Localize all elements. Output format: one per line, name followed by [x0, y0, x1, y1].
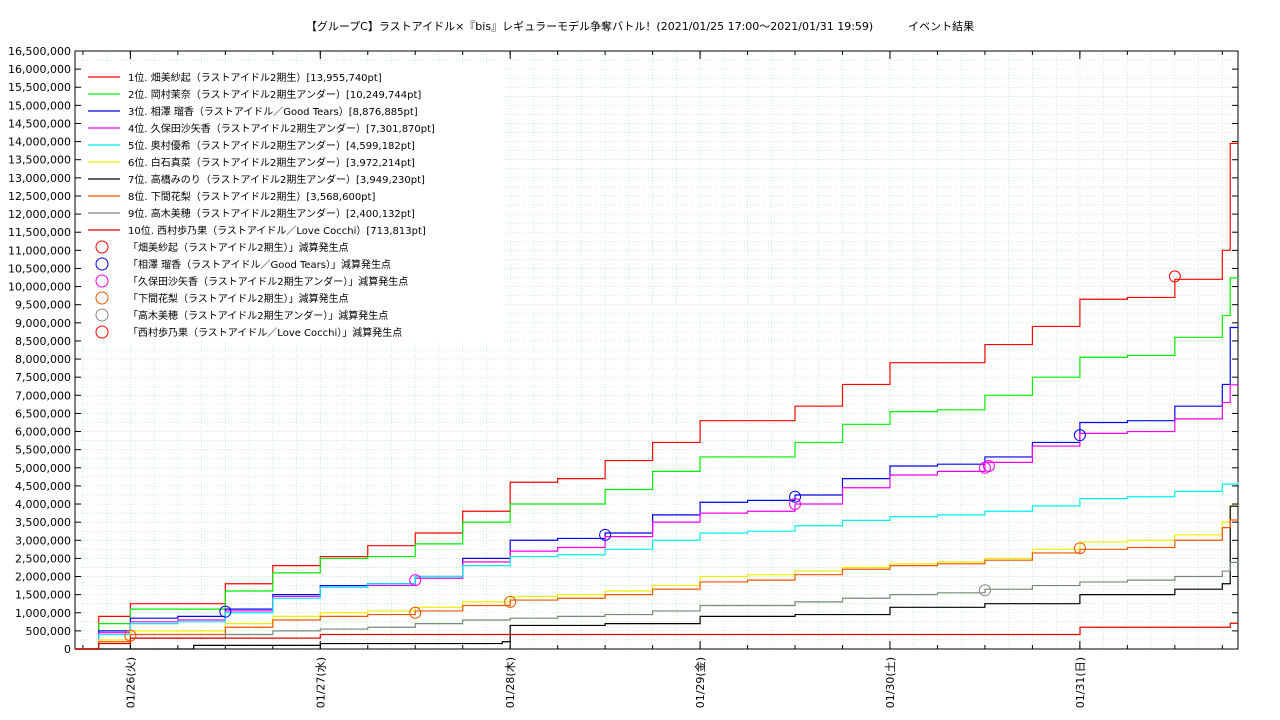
legend-marker-entry: 「高木美穂（ラストアイドル2期生アンダー）」減算発生点 — [128, 309, 388, 322]
y-tick-label: 2,000,000 — [15, 571, 71, 584]
series-line-8 — [75, 519, 1239, 650]
y-tick-label: 12,500,000 — [8, 190, 71, 203]
y-tick-label: 500,000 — [26, 625, 72, 638]
y-tick-label: 12,000,000 — [8, 208, 71, 221]
y-tick-label: 9,000,000 — [15, 317, 71, 330]
y-tick-label: 13,500,000 — [8, 154, 71, 167]
y-tick-label: 15,500,000 — [8, 81, 71, 94]
y-tick-label: 14,500,000 — [8, 117, 71, 130]
legend-box — [82, 65, 502, 342]
y-tick-label: 1,000,000 — [15, 607, 71, 620]
marker-point-5 — [978, 584, 991, 597]
legend-entry: 9位. 高木美穂（ラストアイドル2期生アンダー）[2,400,132pt] — [128, 207, 415, 220]
series-line-7 — [75, 505, 1239, 650]
series-line-5 — [75, 482, 1239, 650]
y-tick-label: 11,500,000 — [8, 226, 71, 239]
legend-marker-swatch — [95, 291, 109, 305]
legend-entry: 4位. 久保田沙矢香（ラストアイドル2期生アンダー）[7,301,870pt] — [128, 122, 435, 135]
legend-entry: 10位. 西村歩乃果（ラストアイドル／Love Cocchi）[713,813p… — [128, 224, 426, 237]
legend-marker-entry: 「畑美紗起（ラストアイドル2期生）」減算発生点 — [128, 241, 349, 254]
y-tick-label: 1,500,000 — [15, 589, 71, 602]
series-line-3 — [75, 326, 1239, 650]
y-tick-label: 16,500,000 — [8, 45, 71, 58]
y-tick-label: 3,500,000 — [15, 516, 71, 529]
marker-point-3 — [982, 459, 995, 472]
y-tick-label: 16,000,000 — [8, 63, 71, 76]
marker-point-4 — [504, 595, 517, 608]
y-tick-label: 2,500,000 — [15, 552, 71, 565]
y-tick-label: 9,500,000 — [15, 299, 71, 312]
x-tick-label: 01/31(日) — [1074, 657, 1087, 708]
x-tick-label: 01/27(水) — [314, 657, 327, 708]
series-line-6 — [75, 505, 1239, 650]
legend-entry: 3位. 相澤 瑠香（ラストアイドル／Good Tears）[8,876,885p… — [128, 105, 418, 118]
y-tick-label: 4,500,000 — [15, 480, 71, 493]
marker-point-4 — [1073, 542, 1086, 555]
legend-marker-entry: 「下間花梨（ラストアイドル2期生）」減算発生点 — [128, 292, 349, 305]
marker-point-2 — [1073, 429, 1086, 442]
y-tick-label: 6,000,000 — [15, 426, 71, 439]
y-tick-label: 13,000,000 — [8, 172, 71, 185]
series-line-2 — [75, 277, 1239, 650]
y-tick-label: 0 — [64, 643, 71, 656]
marker-point-1 — [1168, 270, 1181, 283]
marker-point-2 — [789, 490, 802, 503]
marker-point-4 — [409, 606, 422, 619]
legend-marker-swatch — [95, 257, 109, 271]
y-tick-label: 14,000,000 — [8, 136, 71, 149]
marker-point-2 — [219, 605, 232, 618]
y-tick-label: 8,500,000 — [15, 335, 71, 348]
y-tick-label: 5,000,000 — [15, 462, 71, 475]
legend-entry: 8位. 下間花梨（ラストアイドル2期生）[3,568,600pt] — [128, 190, 375, 203]
legend-entry: 5位. 奥村優希（ラストアイドル2期生アンダー）[4,599,182pt] — [128, 139, 415, 152]
x-tick-label: 01/30(土) — [884, 657, 897, 708]
series-line-9 — [75, 561, 1239, 650]
y-tick-label: 7,000,000 — [15, 389, 71, 402]
marker-point-3 — [789, 498, 802, 511]
legend-entry: 1位. 畑美紗起（ラストアイドル2期生）[13,955,740pt] — [128, 71, 382, 84]
marker-point-4 — [124, 629, 137, 642]
y-tick-label: 5,500,000 — [15, 444, 71, 457]
x-tick-label: 01/26(火) — [124, 657, 137, 708]
x-tick-label: 01/28(木) — [504, 657, 517, 708]
y-tick-label: 4,000,000 — [15, 498, 71, 511]
legend-marker-entry: 「西村歩乃果（ラストアイドル／Love Cocchi）」減算発生点 — [128, 326, 402, 339]
legend-entry: 7位. 高橋みのり（ラストアイドル2期生アンダー）[3,949,230pt] — [128, 173, 425, 186]
y-tick-label: 10,500,000 — [8, 262, 71, 275]
legend-marker-swatch — [95, 274, 109, 288]
y-tick-label: 10,000,000 — [8, 281, 71, 294]
plot-frame — [74, 50, 1239, 650]
y-tick-label: 15,000,000 — [8, 99, 71, 112]
series-line-10 — [75, 622, 1239, 650]
legend-entry: 6位. 白石真菜（ラストアイドル2期生アンダー）[3,972,214pt] — [128, 156, 415, 169]
marker-point-3 — [409, 574, 422, 587]
legend-marker-swatch — [95, 308, 109, 322]
chart-title: 【グループC】ラストアイドル×『bis』レギュラーモデル争奪バトル！(2021/… — [305, 20, 975, 33]
y-tick-label: 6,500,000 — [15, 407, 71, 420]
legend-entry: 2位. 岡村茉奈（ラストアイドル2期生アンダー）[10,249,744pt] — [128, 88, 421, 101]
legend-marker-swatch — [95, 240, 109, 254]
y-tick-label: 3,000,000 — [15, 534, 71, 547]
legend-marker-entry: 「相澤 瑠香（ラストアイドル／Good Tears）」減算発生点 — [128, 258, 391, 271]
y-tick-label: 11,000,000 — [8, 244, 71, 257]
legend-marker-entry: 「久保田沙矢香（ラストアイドル2期生アンダー）」減算発生点 — [128, 275, 408, 288]
x-tick-label: 01/29(金) — [693, 657, 707, 708]
marker-point-2 — [599, 528, 612, 541]
legend-marker-swatch — [95, 325, 109, 339]
y-tick-label: 8,000,000 — [15, 353, 71, 366]
y-tick-label: 7,500,000 — [15, 371, 71, 384]
